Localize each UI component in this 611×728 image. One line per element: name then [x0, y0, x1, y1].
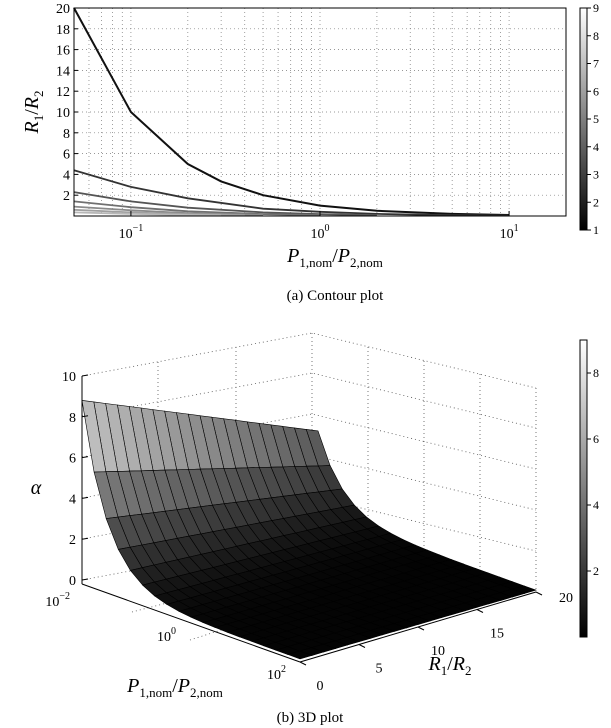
surface-z-axis-label: α — [31, 477, 42, 499]
surface-z-tick-mark — [81, 496, 89, 499]
contour-y-axis-label: R1/R2 — [21, 91, 46, 135]
surface-y-tick-mark — [535, 591, 543, 596]
contour-lines — [73, 7, 510, 217]
surface-z-tick-mark — [81, 537, 89, 540]
surface-colorbar-tick-label: 6 — [593, 432, 599, 446]
contour-line — [73, 7, 510, 216]
surface-y-tick-label: 10 — [431, 644, 445, 659]
surface-colorbar-ticks: 2 4 6 8 — [587, 366, 599, 578]
surface-chart: 0 2 4 6 8 10 10−2 100 102 0 5 10 15 20 α P1,nom/P2,… — [31, 332, 599, 726]
contour-colorbar-tick-label: 4 — [593, 140, 599, 154]
surface-y-tick-mark — [417, 626, 425, 631]
contour-colorbar-tick-label: 5 — [593, 112, 599, 126]
contour-colorbar-tick-label: 9 — [593, 1, 599, 15]
surface-cell — [286, 650, 313, 660]
contour-x-axis-label: P1,nom/P2,nom — [286, 245, 383, 270]
surface-y-axis-label: R1/R2 — [428, 653, 472, 678]
contour-colorbar-tick-label: 2 — [593, 195, 599, 209]
contour-y-tick-label: 4 — [63, 168, 70, 183]
surface-colorbar-tick-label: 8 — [593, 366, 599, 380]
surface-y-tick-mark — [299, 661, 307, 666]
surface-y-tick-label: 5 — [376, 662, 383, 677]
contour-line — [73, 200, 321, 217]
surface-y-tick-mark — [358, 644, 366, 648]
contour-y-tick-label: 14 — [56, 64, 70, 79]
surface-x-ticks: 10−2 100 102 — [45, 591, 286, 683]
contour-line — [73, 191, 377, 217]
surface-x-tick-label: 102 — [267, 664, 286, 683]
contour-y-tick-label: 16 — [56, 44, 70, 59]
contour-x-tick-label: 101 — [500, 223, 519, 242]
contour-x-tick-label: 10−1 — [119, 223, 144, 242]
contour-y-tick-label: 12 — [56, 85, 70, 100]
contour-colorbar-ticks: 1 2 3 4 5 6 7 8 9 — [587, 1, 599, 237]
surface-colorbar — [579, 339, 588, 638]
contour-y-ticks: 2 4 6 8 10 12 14 16 18 20 — [56, 2, 78, 204]
surface-x-axis-label: P1,nom/P2,nom — [126, 675, 223, 700]
contour-y-tick-label: 6 — [63, 148, 70, 163]
contour-colorbar-tick-label: 6 — [593, 84, 599, 98]
contour-colorbar-tick-label: 3 — [593, 168, 599, 182]
surface-z-tick-label: 4 — [69, 492, 76, 507]
surface-y-tick-label: 0 — [317, 679, 324, 694]
surface-x-tick-label: 100 — [157, 626, 176, 645]
surface-z-tick-label: 8 — [69, 411, 76, 426]
surface-z-tick-mark — [81, 374, 89, 377]
surface-z-tick-label: 0 — [69, 574, 76, 589]
surface-x-tick-label: 10−2 — [45, 591, 70, 610]
surface-y-tick-label: 20 — [559, 591, 573, 606]
contour-y-tick-label: 18 — [56, 23, 70, 38]
contour-colorbar — [579, 7, 588, 231]
surface-y-tick-label: 15 — [490, 627, 504, 642]
surface-colorbar-tick-label: 2 — [593, 564, 599, 578]
contour-y-tick-label: 20 — [56, 2, 70, 17]
contour-line — [73, 211, 222, 217]
contour-y-tick-label: 2 — [63, 189, 70, 204]
contour-y-tick-label: 10 — [56, 106, 70, 121]
surface-z-tick-mark — [81, 578, 89, 581]
contour-grid — [74, 8, 566, 216]
surface-z-tick-label: 2 — [69, 533, 76, 548]
contour-line — [73, 169, 510, 217]
caption-a: (a) Contour plot — [287, 288, 384, 304]
surface-z-ticks: 0 2 4 6 8 10 — [62, 370, 89, 589]
surface-z-tick-mark — [81, 456, 89, 459]
surface-z-tick-mark — [81, 415, 89, 418]
caption-b: (b) 3D plot — [277, 710, 344, 726]
surface-z-tick-label: 6 — [69, 452, 76, 467]
surface-y-tick-mark — [476, 609, 484, 613]
contour-colorbar-tick-label: 1 — [593, 223, 599, 237]
contour-colorbar-tick-label: 8 — [593, 29, 599, 43]
contour-colorbar-tick-label: 7 — [593, 57, 599, 71]
surface-z-tick-label: 10 — [62, 370, 76, 385]
surface-mesh — [81, 400, 537, 660]
contour-x-ticks: 10−1 100 101 — [119, 211, 519, 242]
surface-y-ticks: 0 5 10 15 20 — [299, 591, 573, 694]
contour-x-tick-label: 100 — [311, 223, 330, 242]
contour-y-tick-label: 8 — [63, 127, 70, 142]
surface-colorbar-tick-label: 4 — [593, 498, 599, 512]
